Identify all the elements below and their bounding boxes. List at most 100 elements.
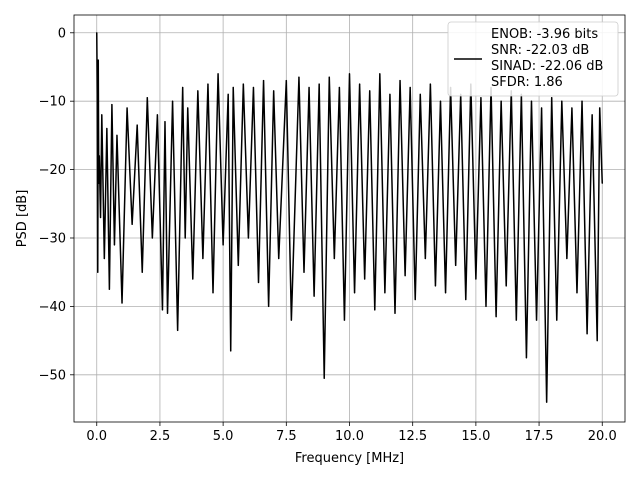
psd-data-point [465, 298, 467, 301]
psd-data-point [96, 32, 98, 34]
psd-data-point [338, 86, 340, 89]
psd-data-point [97, 271, 99, 273]
x-tick-label: 17.5 [525, 429, 554, 444]
x-tick-label: 2.5 [150, 429, 171, 444]
psd-data-point [101, 114, 103, 116]
psd-data-point [161, 309, 164, 311]
psd-data-point [308, 86, 310, 89]
psd-data-point [515, 319, 517, 321]
psd-data-point [556, 319, 558, 321]
psd-data-point [313, 295, 315, 297]
psd-data-point [566, 257, 568, 260]
psd-data-point [333, 257, 335, 260]
y-tick-label: 0 [58, 26, 66, 41]
psd-data-point [369, 90, 371, 92]
psd-data-point [197, 90, 199, 92]
psd-data-point [561, 100, 563, 102]
psd-data-point [348, 73, 351, 75]
psd-data-point [121, 302, 123, 304]
psd-data-point [480, 97, 482, 99]
legend-box [447, 21, 619, 97]
psd-data-point [485, 305, 487, 307]
psd-data-point [156, 114, 159, 116]
psd-data-point [525, 357, 528, 359]
psd-data-point [96, 93, 98, 95]
psd-data-point [247, 237, 249, 239]
legend: ENOB: -3.96 bits SNR: -22.03 dB SINAD: -… [447, 21, 619, 97]
psd-data-point [475, 278, 477, 280]
psd-data-point [184, 237, 186, 239]
x-axis-label: Frequency [MHz] [295, 451, 404, 466]
psd-data-point [257, 281, 260, 284]
psd-data-point [495, 316, 497, 318]
psd-data-point [285, 80, 287, 82]
psd-data-point [429, 83, 431, 85]
psd-data-point [399, 80, 401, 82]
x-tick-label: 15.0 [461, 429, 490, 444]
y-tick-label: −50 [39, 368, 66, 383]
psd-data-point [439, 100, 442, 102]
psd-data-point [278, 257, 280, 260]
psd-data-point [389, 93, 391, 95]
psd-data-point [353, 292, 356, 294]
psd-data-point [444, 292, 447, 294]
psd-data-point [116, 134, 118, 136]
axis-ticks: 0.0 2.5 5.0 7.5 10.0 12.5 15.0 17.5 20.0 0 −10 −20 −… [39, 26, 617, 444]
psd-data-point [323, 377, 325, 379]
psd-data-point [599, 107, 601, 109]
psd-data-point [136, 124, 138, 126]
psd-data-point [187, 107, 189, 109]
psd-data-point [318, 83, 320, 85]
psd-data-point [571, 107, 573, 109]
psd-data-point [505, 285, 507, 287]
psd-data-point [207, 83, 209, 85]
psd-data-point [97, 59, 99, 61]
x-tick-label: 0.0 [86, 429, 107, 444]
psd-data-point [455, 264, 457, 266]
psd-data-point [242, 83, 244, 85]
psd-data-point [237, 264, 239, 266]
psd-data-point [530, 100, 533, 102]
psd-data-point [586, 333, 588, 335]
psd-data-point [126, 107, 128, 109]
psd-data-point [290, 319, 292, 321]
y-tick-label: −10 [39, 95, 66, 110]
psd-data-point [166, 312, 169, 314]
psd-data-point [131, 223, 133, 225]
psd-data-point [576, 292, 578, 294]
psd-data-point [596, 340, 598, 342]
psd-data-point [262, 80, 265, 82]
psd-data-point [232, 86, 234, 89]
x-tick-label: 20.0 [588, 429, 617, 444]
psd-data-point [581, 100, 583, 102]
psd-data-point [141, 271, 143, 273]
psd-data-point [171, 100, 174, 102]
psd-data-point [222, 244, 224, 246]
psd-data-point [212, 292, 214, 294]
psd-data-point [164, 121, 166, 123]
psd-data-point [151, 237, 153, 239]
y-axis-label: PSD [dB] [15, 190, 30, 248]
psd-data-point [404, 275, 406, 277]
psd-data-point [535, 319, 538, 321]
psd-data-point [111, 104, 113, 106]
psd-data-point [546, 401, 548, 403]
psd-data-point [379, 73, 381, 75]
psd-data-point [98, 182, 100, 184]
psd-data-point [227, 93, 229, 95]
psd-data-point [384, 292, 386, 294]
x-tick-label: 5.0 [213, 429, 234, 444]
psd-data-point [192, 278, 194, 280]
psd-plot-area [96, 32, 603, 403]
legend-entry-snr: SNR: -22.03 dB [491, 43, 589, 58]
y-tick-label: −30 [39, 231, 66, 246]
psd-data-point [374, 309, 376, 311]
psd-data-point [419, 93, 421, 95]
psd-data-point [414, 298, 416, 301]
y-tick-label: −20 [39, 163, 66, 178]
psd-data-point [202, 257, 204, 260]
psd-data-point [424, 257, 426, 260]
psd-data-point [298, 76, 300, 78]
psd-data-point [409, 86, 411, 89]
x-tick-label: 7.5 [276, 429, 297, 444]
